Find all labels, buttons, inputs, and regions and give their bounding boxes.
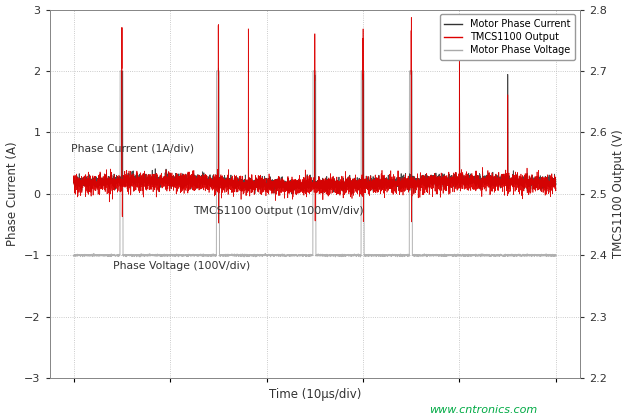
Y-axis label: TMCS1100 Output (V): TMCS1100 Output (V) (613, 129, 625, 258)
X-axis label: Time (10μs/div): Time (10μs/div) (269, 388, 361, 401)
Text: Phase Current (1A/div): Phase Current (1A/div) (71, 143, 194, 153)
Text: TMCS1100 Output (100mV/div): TMCS1100 Output (100mV/div) (193, 206, 363, 216)
Text: Phase Voltage (100V/div): Phase Voltage (100V/div) (114, 261, 251, 272)
Legend: Motor Phase Current, TMCS1100 Output, Motor Phase Voltage: Motor Phase Current, TMCS1100 Output, Mo… (440, 14, 575, 60)
Text: www.cntronics.com: www.cntronics.com (429, 405, 538, 415)
Y-axis label: Phase Current (A): Phase Current (A) (6, 142, 18, 246)
